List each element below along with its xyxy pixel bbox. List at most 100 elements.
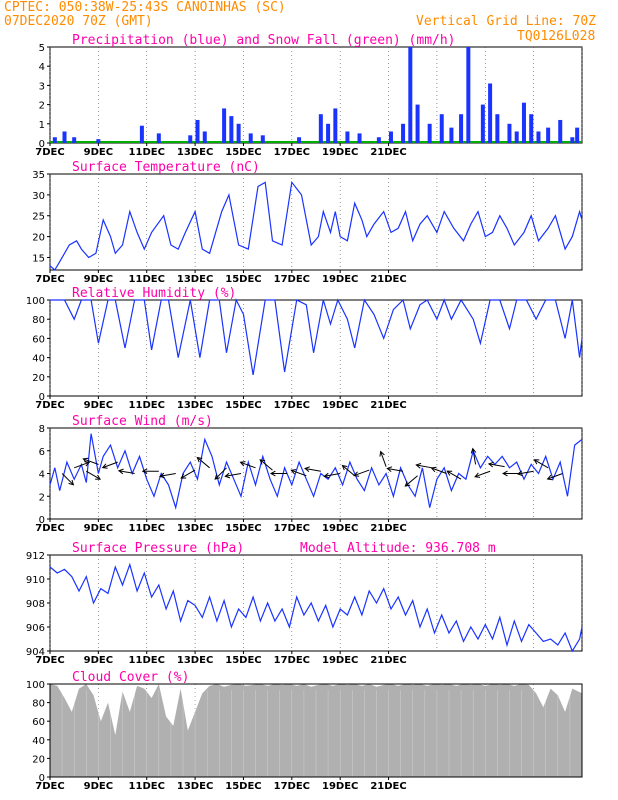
wind-arrow — [446, 470, 462, 480]
wind-arrow-head — [341, 464, 348, 471]
x-tick-label: 9DEC — [84, 274, 113, 285]
precip-bar — [507, 123, 512, 143]
x-tick-label: 11DEC — [129, 655, 165, 666]
y-tick-label: 20 — [32, 233, 45, 244]
precip-bar — [488, 83, 493, 143]
header-grid-note: Vertical Grid Line: 70Z — [416, 14, 597, 29]
x-tick-label: 15DEC — [225, 147, 261, 158]
precip-bar — [570, 137, 575, 143]
precip-bar — [195, 119, 200, 143]
wind-arrow — [387, 467, 404, 472]
precip-bar — [188, 135, 193, 143]
precip-bar — [459, 114, 464, 143]
y-tick-label: 20 — [32, 754, 45, 765]
wind-arrow — [517, 470, 534, 475]
y-tick-label: 6 — [39, 447, 45, 458]
wind-arrow-head — [101, 463, 108, 469]
series-line — [49, 562, 583, 653]
wind-arrow — [118, 470, 135, 474]
panel-title: Cloud Cover (%) — [72, 670, 189, 685]
precip-bar — [326, 123, 331, 143]
y-tick-label: 40 — [32, 354, 45, 365]
panel-3: 0 2 4 6 8 7DEC 9DEC 11DEC 13DEC 15DEC 17DEC 19DEC 21… — [35, 414, 583, 534]
wind-arrow — [240, 461, 256, 469]
wind-arrow-head — [68, 479, 75, 486]
wind-arrow — [304, 467, 321, 472]
wind-arrow — [197, 457, 210, 469]
x-tick-label: 17DEC — [274, 781, 310, 792]
precip-bar — [156, 133, 161, 143]
panel-title: Precipitation (blue) and Snow Fall (gree… — [72, 33, 456, 48]
wind-arrow — [534, 459, 549, 469]
precip-bar — [466, 47, 471, 143]
series-line — [49, 180, 583, 271]
header-model-code: TQ0126L028 — [517, 29, 596, 44]
x-tick-label: 9DEC — [84, 147, 113, 158]
y-tick-label: 15 — [32, 253, 45, 264]
x-tick-label: 13DEC — [177, 274, 213, 285]
x-tick-label: 15DEC — [225, 781, 261, 792]
wind-arrow-head — [516, 470, 523, 477]
x-tick-label: 19DEC — [322, 523, 358, 534]
x-tick-label: 17DEC — [274, 400, 310, 411]
x-tick-label: 13DEC — [177, 781, 213, 792]
panel-0: 0 1 2 3 4 5 7DEC 9DEC 11DEC 13DEC 15DEC 17DEC 19DEC 2… — [35, 33, 583, 158]
panel-frame-top — [49, 683, 583, 778]
wind-arrow-head — [487, 461, 494, 468]
wind-arrow — [214, 467, 227, 480]
wind-arrow — [159, 473, 176, 477]
y-tick-label: 2 — [39, 101, 45, 112]
wind-arrow-head — [259, 459, 266, 465]
wind-arrow — [180, 469, 196, 479]
y-tick-label: 20 — [32, 373, 45, 384]
x-tick-label: 7DEC — [35, 400, 64, 411]
x-tick-label: 7DEC — [35, 523, 64, 534]
panel-frame — [49, 299, 583, 397]
wind-arrow-head — [353, 471, 360, 477]
x-tick-label: 17DEC — [274, 274, 310, 285]
x-tick-label: 15DEC — [225, 655, 261, 666]
precip-bar — [449, 127, 454, 143]
x-tick-label: 19DEC — [322, 400, 358, 411]
wind-arrow-head — [404, 481, 411, 487]
x-tick-label: 17DEC — [274, 655, 310, 666]
precip-bar — [408, 47, 413, 143]
precip-bar — [318, 114, 323, 143]
wind-arrow — [488, 463, 505, 468]
x-tick-label: 15DEC — [225, 523, 261, 534]
precip-bar — [427, 123, 432, 143]
x-tick-label: 19DEC — [322, 781, 358, 792]
wind-arrow-head — [214, 474, 221, 480]
x-tick-label: 13DEC — [177, 147, 213, 158]
wind-arrow-head — [415, 462, 422, 469]
y-tick-label: 100 — [26, 680, 45, 691]
series-line — [50, 298, 583, 375]
wind-arrow-head — [180, 473, 187, 479]
x-tick-label: 21DEC — [370, 147, 406, 158]
wind-arrow-head — [474, 472, 481, 478]
wind-arrow-head — [196, 456, 203, 463]
precip-bar — [529, 114, 534, 143]
wind-arrow — [61, 473, 74, 486]
wind-arrow — [74, 461, 90, 469]
precip-bar — [558, 119, 563, 143]
y-tick-label: 40 — [32, 736, 45, 747]
panel-title: Surface Wind (m/s) — [72, 414, 213, 429]
y-tick-label: 4 — [39, 62, 45, 73]
wind-arrow — [380, 451, 387, 467]
precip-bar — [480, 104, 485, 143]
precip-bar — [495, 114, 500, 143]
x-tick-label: 11DEC — [129, 147, 165, 158]
precip-bar — [401, 123, 406, 143]
wind-arrow-head — [446, 470, 453, 476]
y-tick-label: 912 — [26, 551, 45, 562]
x-tick-label: 21DEC — [370, 655, 406, 666]
y-tick-label: 2 — [39, 492, 45, 503]
wind-arrow-head — [379, 450, 385, 457]
wind-arrow — [86, 470, 101, 480]
wind-arrow-head — [141, 468, 148, 475]
x-tick-label: 7DEC — [35, 274, 64, 285]
precip-bar — [248, 133, 253, 143]
panel-title: Relative Humidity (%) — [72, 286, 236, 301]
